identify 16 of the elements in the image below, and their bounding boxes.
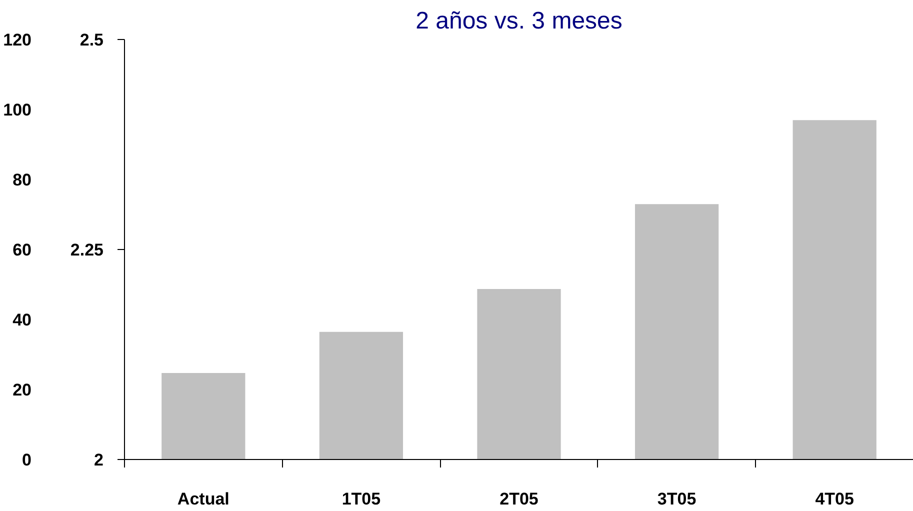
y2-tick-label: 120 xyxy=(3,30,32,50)
x-tick-label: 3T05 xyxy=(657,490,696,508)
x-tick-label: 4T05 xyxy=(815,490,854,508)
y-tick-label: 2.25 xyxy=(70,240,104,260)
y2-tick-label: 0 xyxy=(22,450,32,470)
x-tick-label: 1T05 xyxy=(342,490,381,508)
x-tick-label: 2T05 xyxy=(500,490,538,508)
chart-title: 2 años vs. 3 meses xyxy=(416,8,622,34)
y-tick-label: 2.5 xyxy=(80,30,104,50)
y2-tick-label: 20 xyxy=(12,380,32,400)
y2-tick-label: 80 xyxy=(12,170,32,190)
y2-tick-label: 100 xyxy=(3,100,32,120)
y2-tick-label: 60 xyxy=(12,240,32,260)
x-tick-label: Actual xyxy=(177,490,230,508)
y-tick-label: 2 xyxy=(94,450,104,470)
y2-tick-label: 40 xyxy=(12,310,32,330)
